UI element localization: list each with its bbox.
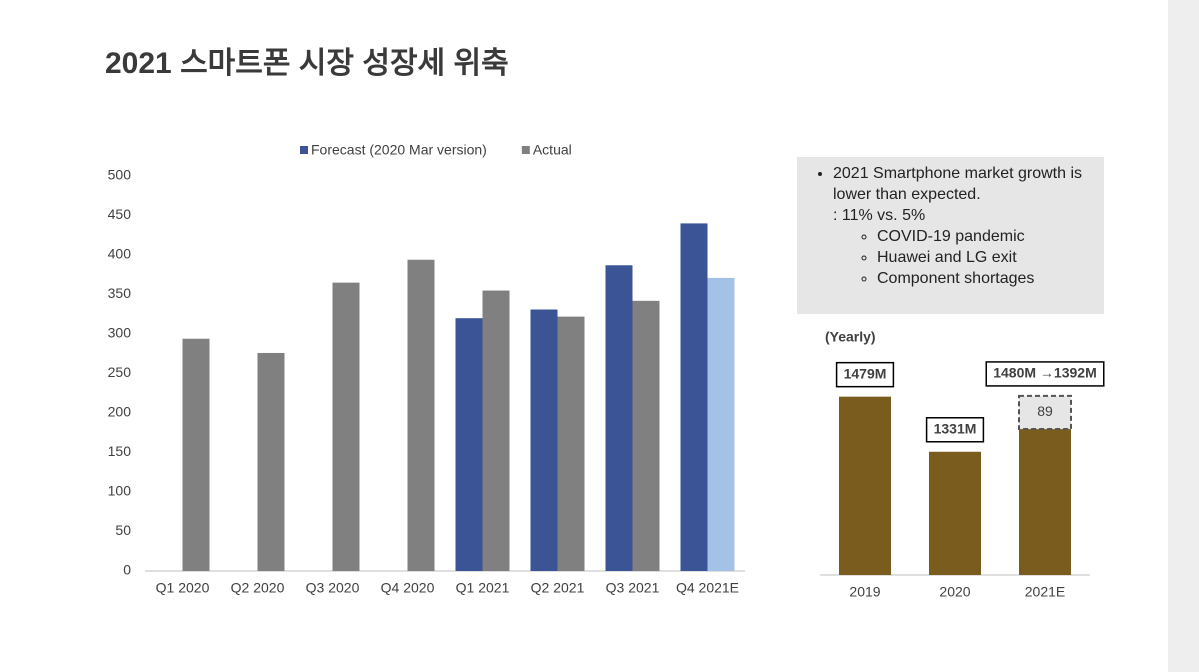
- segment-label: 89: [1037, 403, 1053, 419]
- y-tick-label: 50: [115, 522, 131, 538]
- x-tick-label: 2020: [939, 584, 970, 600]
- bar: [182, 338, 210, 571]
- legend-label: Forecast (2020 Mar version): [311, 142, 487, 158]
- y-tick-label: 350: [108, 285, 132, 301]
- y-tick-label: 500: [108, 167, 132, 183]
- x-tick-label: 2019: [849, 584, 880, 600]
- bar: [557, 316, 585, 571]
- value-label-box: [925, 417, 985, 443]
- x-tick-label: Q4 2021E: [676, 580, 739, 596]
- note-item: Huawei and LG exit: [877, 247, 1094, 268]
- x-tick-label: Q2 2020: [231, 580, 285, 596]
- y-tick-label: 100: [108, 483, 132, 499]
- legend-label: Actual: [533, 142, 572, 158]
- y-tick-label: 250: [108, 364, 132, 380]
- x-tick-label: Q3 2021: [606, 580, 660, 596]
- slide-title: 2021 스마트폰 시장 성장세 위축: [105, 47, 509, 80]
- y-tick-label: 0: [123, 562, 131, 578]
- value-label-box: [835, 361, 895, 388]
- y-tick-label: 200: [108, 404, 132, 420]
- y-tick-label: 300: [108, 325, 132, 341]
- y-tick-label: 150: [108, 443, 132, 459]
- value-label-box: [985, 361, 1105, 387]
- chart-title: (Yearly): [825, 329, 876, 345]
- note-bullet: 2021 Smartphone market growth is lower t…: [833, 163, 1094, 289]
- x-tick-label: Q4 2020: [381, 580, 435, 596]
- value-label: 1480M →1392M: [993, 365, 1097, 381]
- y-tick-label: 400: [108, 246, 132, 262]
- bar: [407, 259, 435, 571]
- bar: [1018, 394, 1072, 431]
- bar: [929, 451, 981, 575]
- bar: [332, 282, 360, 571]
- bar: [632, 300, 660, 571]
- note-detail: : 11% vs. 5%: [833, 207, 926, 224]
- legend-swatch: [521, 146, 530, 154]
- note-text: 2021 Smartphone market growth is lower t…: [833, 165, 1083, 203]
- bar: [680, 223, 708, 571]
- bar: [455, 318, 483, 571]
- legend-swatch: [300, 146, 308, 154]
- notes-list: 2021 Smartphone market growth is lower t…: [807, 163, 1094, 289]
- bar: [482, 290, 510, 571]
- bar: [530, 309, 558, 571]
- x-tick-label: Q1 2021: [456, 580, 510, 596]
- x-tick-label: Q3 2020: [306, 580, 360, 596]
- x-tick-label: Q2 2021: [531, 580, 585, 596]
- bar: [1019, 429, 1071, 575]
- y-tick-label: 450: [108, 206, 132, 222]
- notes-box: 2021 Smartphone market growth is lower t…: [797, 157, 1104, 314]
- bar: [839, 396, 891, 575]
- bar: [257, 352, 285, 571]
- bar: [707, 277, 735, 571]
- value-label: 1479M: [844, 365, 887, 381]
- note-sublist: COVID-19 pandemicHuawei and LG exitCompo…: [833, 226, 1094, 289]
- note-item: Component shortages: [877, 268, 1094, 289]
- bar: [605, 265, 633, 571]
- value-label: 1331M: [934, 420, 977, 436]
- x-tick-label: 2021E: [1025, 584, 1065, 600]
- slide-edge: [1168, 0, 1199, 672]
- note-item: COVID-19 pandemic: [877, 226, 1094, 247]
- x-tick-label: Q1 2020: [156, 580, 210, 596]
